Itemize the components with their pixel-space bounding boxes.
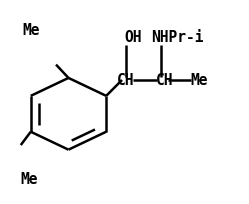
- Text: Me: Me: [22, 23, 39, 38]
- Text: OH: OH: [124, 30, 142, 44]
- Text: CH: CH: [117, 72, 134, 87]
- Text: Me: Me: [20, 171, 38, 186]
- Text: CH: CH: [156, 72, 173, 87]
- Text: Me: Me: [190, 72, 208, 87]
- Text: NHPr-i: NHPr-i: [151, 30, 204, 44]
